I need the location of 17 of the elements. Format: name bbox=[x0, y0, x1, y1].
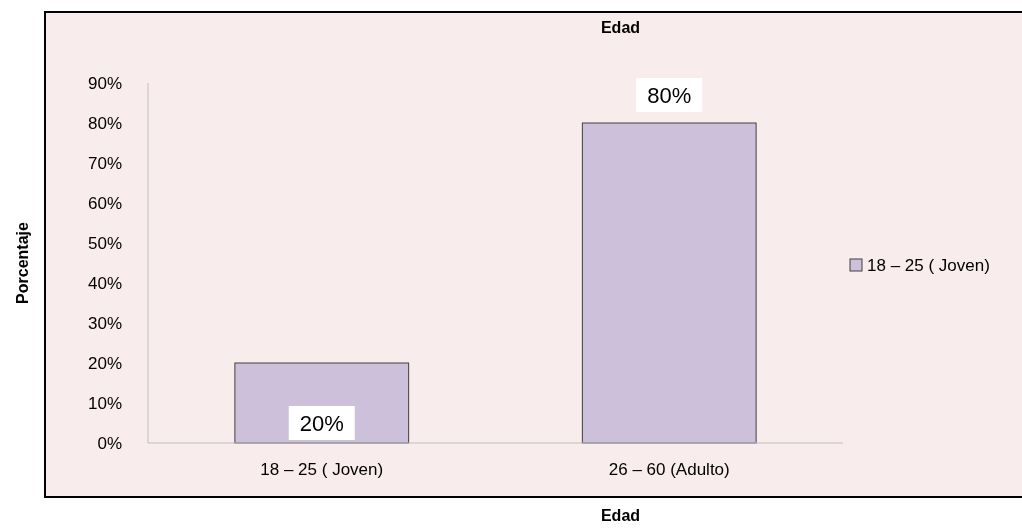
y-tick-label: 50% bbox=[87, 233, 122, 253]
y-tick-label: 40% bbox=[87, 273, 122, 293]
data-label: 20% bbox=[299, 410, 344, 436]
x-tick-label: 26 – 60 (Adulto) bbox=[608, 459, 730, 479]
y-tick-label: 20% bbox=[87, 353, 122, 373]
x-axis-title: Edad bbox=[600, 506, 641, 524]
y-tick-label: 80% bbox=[87, 113, 122, 133]
y-tick-label: 10% bbox=[87, 393, 122, 413]
y-axis-title: Porcentaje bbox=[13, 221, 31, 304]
chart-title: Edad bbox=[600, 18, 641, 36]
y-tick-label: 0% bbox=[97, 433, 122, 453]
data-label: 80% bbox=[647, 82, 692, 108]
y-tick-label: 30% bbox=[87, 313, 122, 333]
y-tick-label: 60% bbox=[87, 193, 122, 213]
y-tick-label: 70% bbox=[87, 153, 122, 173]
legend-label: 18 – 25 ( Joven) bbox=[867, 255, 990, 275]
y-tick-label: 90% bbox=[87, 73, 122, 93]
